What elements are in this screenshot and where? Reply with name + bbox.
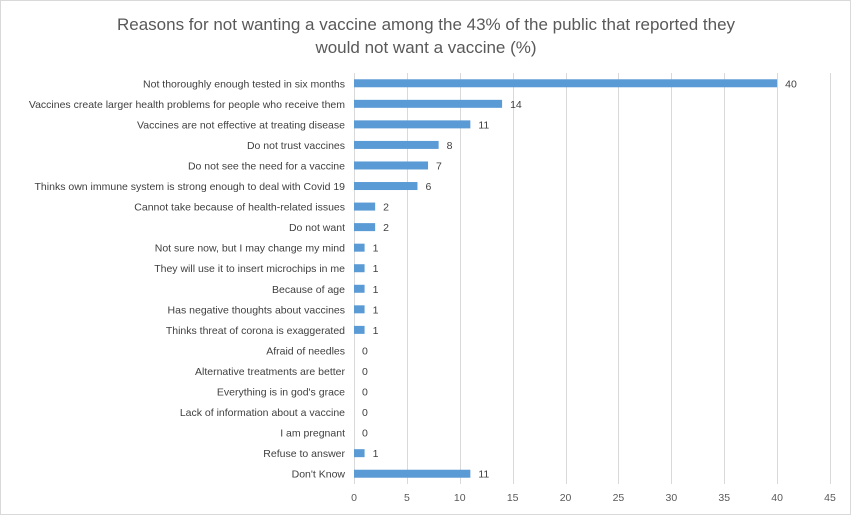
bar (354, 449, 365, 458)
x-tick-label: 25 (613, 492, 625, 504)
category-label: Do not trust vaccines (247, 140, 345, 152)
category-label: Refuse to answer (263, 448, 345, 460)
x-tick-label: 5 (404, 492, 410, 504)
category-labels: Not thoroughly enough tested in six mont… (29, 78, 346, 480)
category-label: Vaccines are not effective at treating d… (137, 119, 345, 131)
data-label: 2 (383, 202, 389, 214)
x-tick-label: 40 (771, 492, 783, 504)
category-label: Do not want (289, 222, 345, 234)
data-label: 1 (373, 448, 379, 460)
category-label: Do not see the need for a vaccine (188, 160, 345, 172)
data-label: 11 (478, 469, 489, 481)
data-label: 1 (373, 325, 379, 337)
category-label: They will use it to insert microchips in… (154, 263, 345, 275)
category-label: Because of age (272, 284, 345, 296)
data-label: 6 (425, 181, 431, 193)
gridlines (354, 73, 831, 484)
bar (354, 161, 429, 170)
category-label: I am pregnant (280, 428, 345, 440)
bar (354, 79, 778, 88)
data-label: 1 (373, 284, 379, 296)
bar (354, 120, 471, 129)
data-label: 1 (373, 304, 379, 316)
category-label: Thinks own immune system is strong enoug… (35, 181, 346, 193)
bar (354, 243, 365, 252)
bar (354, 182, 418, 191)
data-label: 1 (373, 263, 379, 275)
category-label: Everything is in god's grace (217, 387, 345, 399)
chart-title-line-1: Reasons for not wanting a vaccine among … (117, 15, 736, 34)
bar (354, 264, 365, 273)
category-label: Cannot take because of health-related is… (134, 202, 345, 214)
bar (354, 469, 471, 478)
bar (354, 202, 376, 211)
x-tick-label: 30 (665, 492, 677, 504)
bar (354, 140, 439, 149)
x-axis-tick-labels: 0 5 10 15 20 25 30 35 40 45 (351, 492, 836, 504)
category-label: Not thoroughly enough tested in six mont… (143, 78, 345, 90)
x-tick-label: 0 (351, 492, 357, 504)
data-label: 0 (362, 387, 368, 399)
bar (354, 325, 365, 334)
category-label: Afraid of needles (266, 345, 345, 357)
data-label: 0 (362, 428, 368, 440)
data-label: 11 (478, 119, 489, 131)
category-label: Has negative thoughts about vaccines (168, 304, 345, 316)
category-label: Alternative treatments are better (195, 366, 345, 378)
category-label: Lack of information about a vaccine (180, 407, 345, 419)
bars (354, 79, 778, 478)
data-label: 8 (447, 140, 453, 152)
x-tick-label: 45 (824, 492, 836, 504)
bar (354, 284, 365, 293)
category-label: Thinks threat of corona is exaggerated (166, 325, 345, 337)
bar (354, 99, 503, 108)
data-label: 2 (383, 222, 389, 234)
x-tick-label: 10 (454, 492, 466, 504)
data-label: 0 (362, 407, 368, 419)
data-label: 7 (436, 160, 442, 172)
category-label: Vaccines create larger health problems f… (29, 99, 345, 111)
data-label: 0 (362, 366, 368, 378)
data-label: 14 (510, 99, 522, 111)
x-tick-label: 20 (560, 492, 572, 504)
x-tick-label: 35 (718, 492, 730, 504)
chart-title-line-2: would not want a vaccine (%) (314, 38, 536, 57)
x-tick-label: 15 (507, 492, 519, 504)
data-label: 1 (373, 243, 379, 255)
bar (354, 223, 376, 232)
bar (354, 305, 365, 314)
data-label: 0 (362, 345, 368, 357)
data-label: 40 (785, 78, 797, 90)
category-label: Not sure now, but I may change my mind (155, 243, 345, 255)
category-label: Don't Know (292, 469, 346, 481)
